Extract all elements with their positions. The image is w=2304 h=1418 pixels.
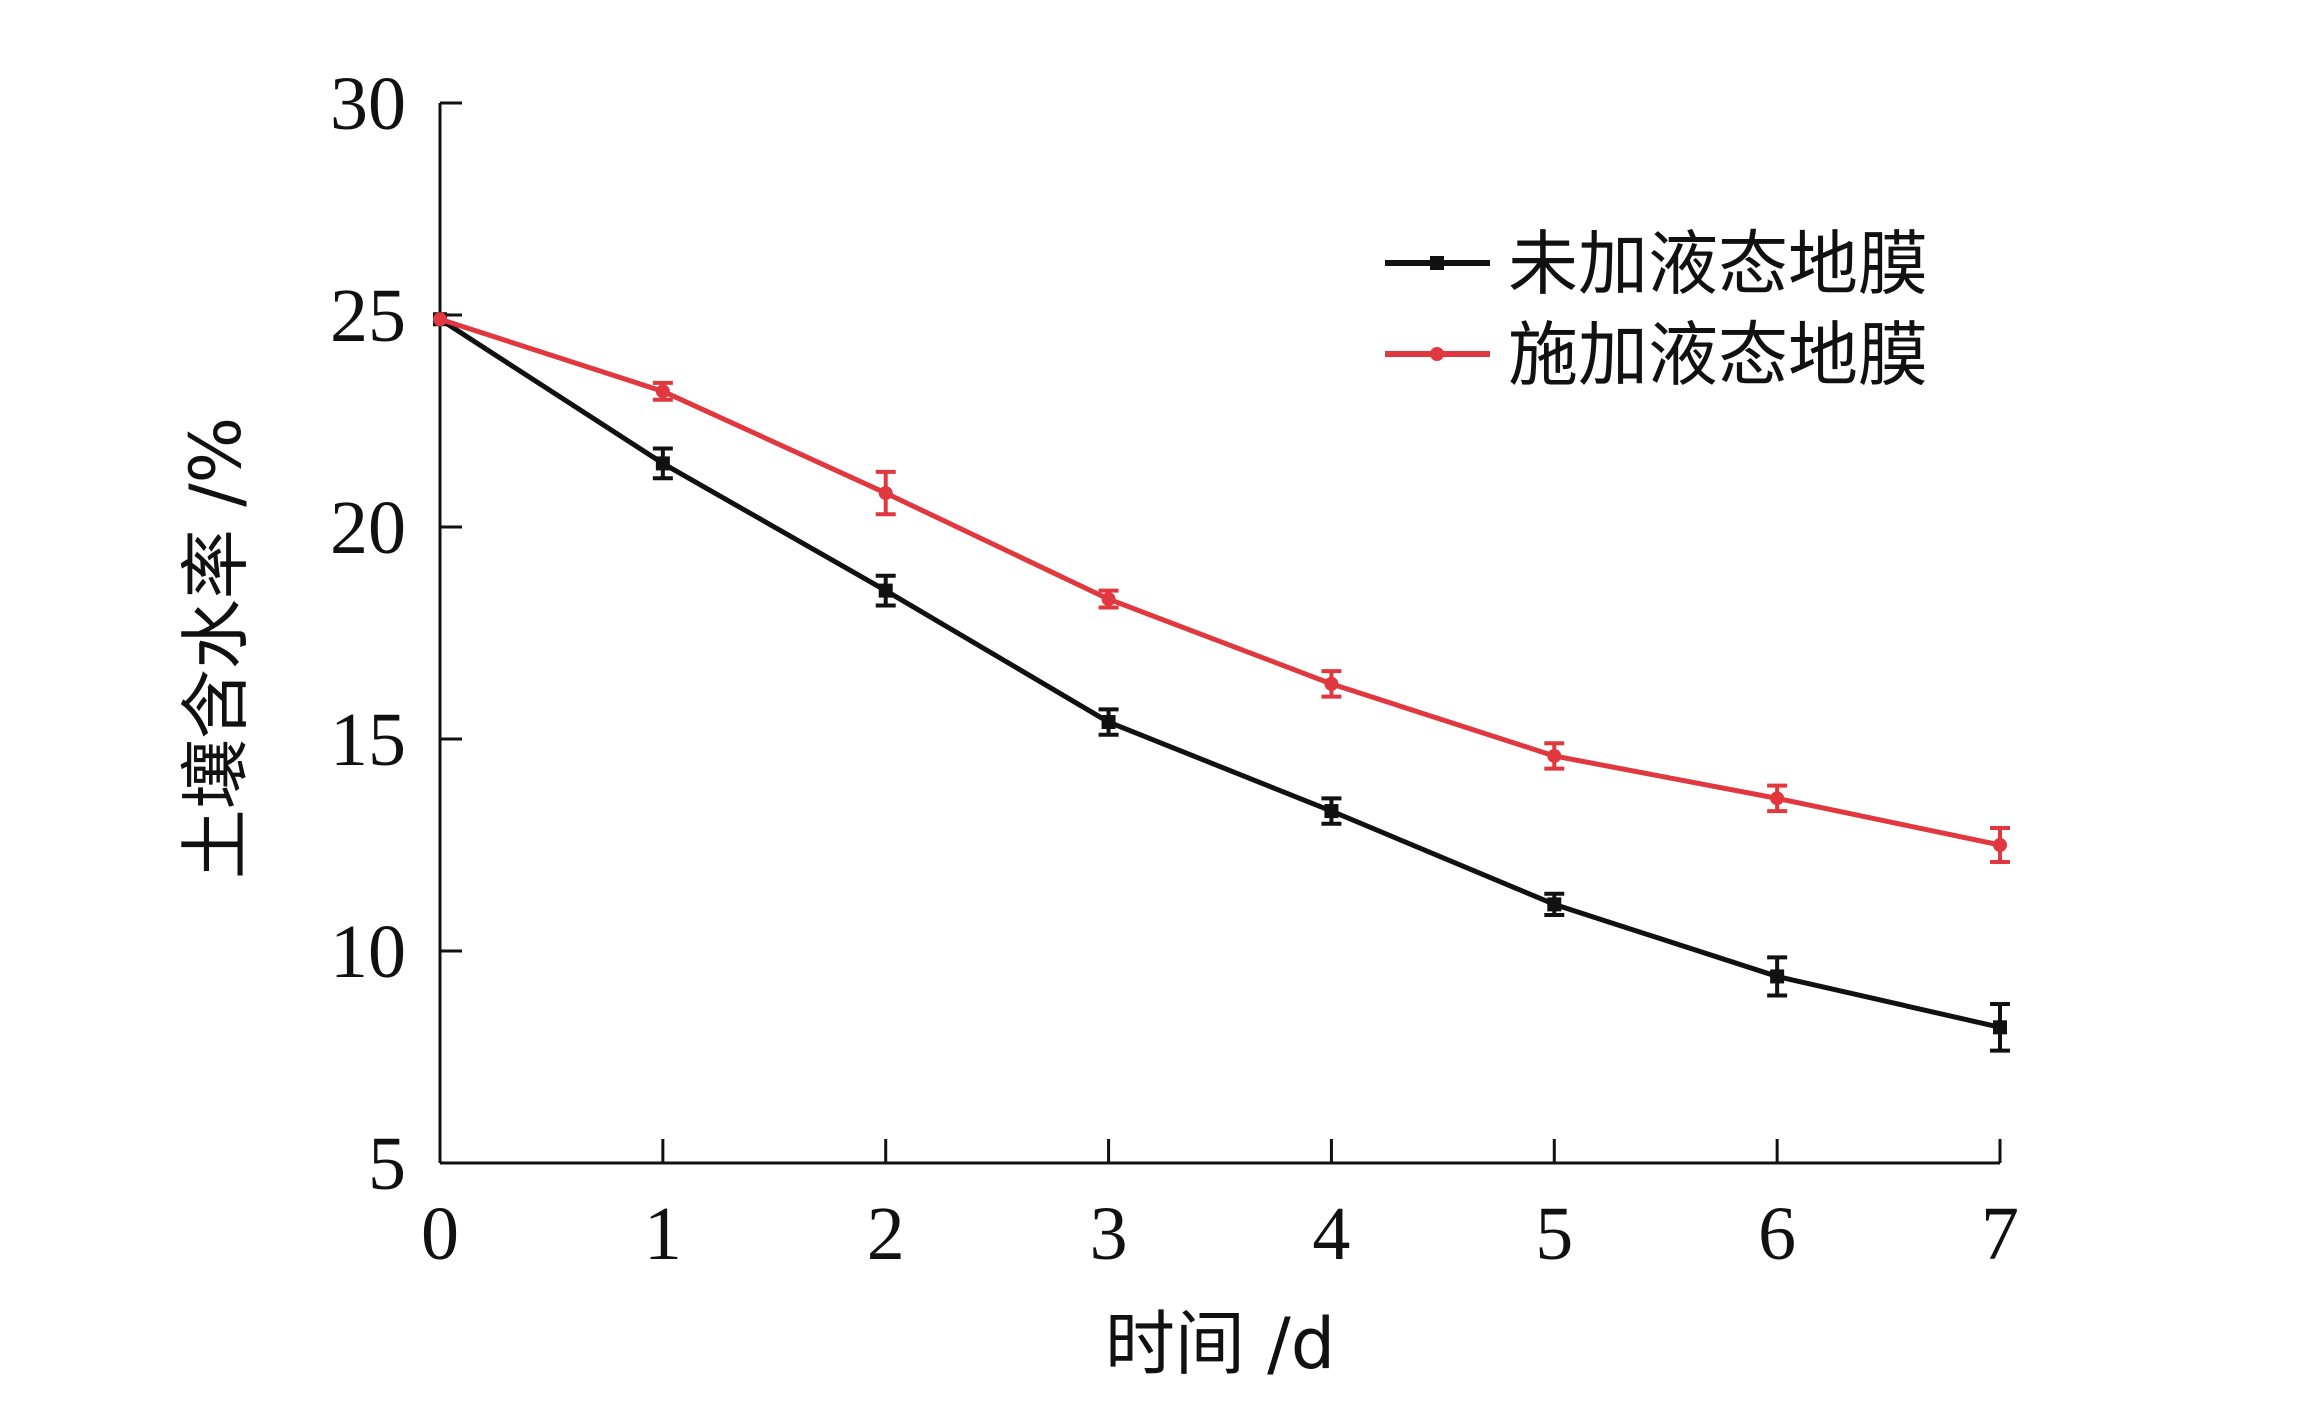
x-tick-label: 4 [1312, 1192, 1350, 1276]
legend-item-0: 未加液态地膜 [1385, 223, 1928, 305]
series-0 [433, 312, 2010, 1053]
data-point [655, 384, 670, 399]
x-tick-label: 0 [421, 1192, 459, 1276]
legend: 未加液态地膜 施加液态地膜 [1385, 223, 1928, 396]
data-point [1101, 715, 1116, 730]
x-tick-label: 6 [1758, 1192, 1796, 1276]
legend-marker-1 [1430, 347, 1444, 361]
y-tick-label: 30 [330, 62, 406, 146]
legend-label-1: 施加液态地膜 [1508, 314, 1928, 396]
x-tick-label: 2 [867, 1192, 905, 1276]
data-point [1770, 791, 1785, 806]
y-axis-ticks: 5 10 15 20 25 30 [330, 62, 462, 1206]
y-axis-title: 土壤含水率 /% [175, 417, 257, 879]
series-layer [433, 312, 2010, 1053]
y-tick-label: 10 [330, 910, 406, 994]
series-line [439, 316, 2001, 848]
axes [438, 103, 2000, 1165]
data-point [878, 583, 893, 598]
data-point [1324, 804, 1339, 819]
data-point [1547, 748, 1562, 763]
data-point [1324, 676, 1339, 691]
x-tick-label: 1 [644, 1192, 682, 1276]
y-tick-label: 25 [330, 274, 406, 358]
data-point [1993, 838, 2007, 852]
data-point [1547, 897, 1562, 912]
y-tick-label: 20 [330, 486, 406, 570]
data-point [1993, 1020, 2007, 1035]
data-point [433, 312, 447, 327]
x-tick-label: 7 [1981, 1192, 2019, 1276]
data-point [1101, 592, 1116, 607]
data-point [655, 456, 670, 471]
x-axis-ticks: 0 1 2 3 4 5 6 7 [421, 1139, 2019, 1276]
legend-item-1: 施加液态地膜 [1385, 314, 1928, 396]
legend-label-0: 未加液态地膜 [1508, 223, 1928, 305]
series-1 [433, 312, 2010, 864]
series-line [438, 317, 2001, 1030]
x-tick-label: 3 [1090, 1192, 1128, 1276]
y-tick-label: 5 [368, 1122, 406, 1206]
legend-marker-0 [1430, 256, 1444, 270]
x-axis-title: 时间 /d [1105, 1303, 1335, 1385]
data-point [1770, 969, 1785, 984]
data-point [878, 486, 893, 501]
x-tick-label: 5 [1535, 1192, 1573, 1276]
y-tick-label: 15 [330, 698, 406, 782]
